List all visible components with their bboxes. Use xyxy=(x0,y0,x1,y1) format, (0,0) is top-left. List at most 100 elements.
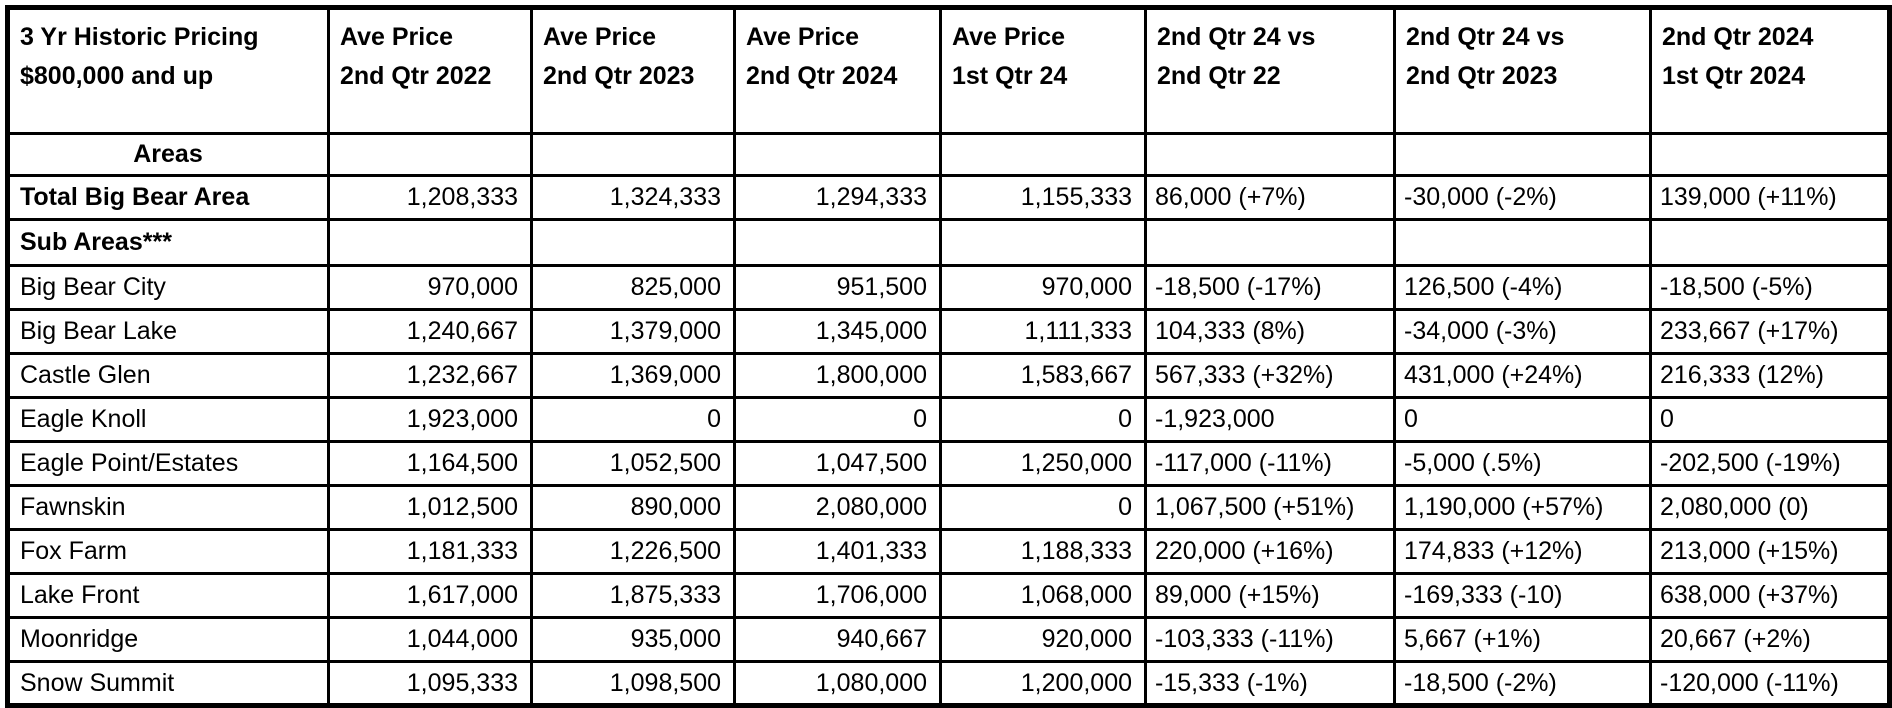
area-label-cell: Lake Front xyxy=(6,572,330,619)
avg-price-cell: 1,617,000 xyxy=(327,572,533,619)
comparison-cell: 431,000 (+24%) xyxy=(1393,352,1652,399)
avg-price-cell xyxy=(733,218,942,267)
table-row: Snow Summit 1,095,333 1,098,500 1,080,000 1,… xyxy=(6,660,1891,707)
header-cell: Ave Price 2nd Qtr 2023 xyxy=(530,6,736,135)
comparison-cell xyxy=(1649,132,1891,177)
table-row: Castle Glen 1,232,667 1,369,000 1,800,000 1,… xyxy=(6,352,1891,399)
avg-price-cell: 1,583,667 xyxy=(939,352,1147,399)
comparison-cell xyxy=(1393,132,1652,177)
avg-price-cell: 1,188,333 xyxy=(939,528,1147,575)
comparison-cell: 1,067,500 (+51%) xyxy=(1144,484,1396,531)
comparison-cell: -18,500 (-2%) xyxy=(1393,660,1652,707)
table-row: Big Bear Lake 1,240,667 1,379,000 1,345,000… xyxy=(6,308,1891,355)
avg-price-cell: 1,098,500 xyxy=(530,660,736,707)
comparison-cell: 104,333 (8%) xyxy=(1144,308,1396,355)
area-label-cell: Fox Farm xyxy=(6,528,330,575)
table-row: Moonridge 1,044,000 935,000 940,667 920,000-… xyxy=(6,616,1891,663)
avg-price-cell: 1,111,333 xyxy=(939,308,1147,355)
comparison-cell: 20,667 (+2%) xyxy=(1649,616,1891,663)
avg-price-cell xyxy=(327,132,533,177)
comparison-cell: 220,000 (+16%) xyxy=(1144,528,1396,575)
avg-price-cell: 935,000 xyxy=(530,616,736,663)
comparison-cell: 213,000 (+15%) xyxy=(1649,528,1891,575)
avg-price-cell xyxy=(530,218,736,267)
area-label-cell: Eagle Knoll xyxy=(6,396,330,443)
avg-price-cell: 920,000 xyxy=(939,616,1147,663)
comparison-cell: -18,500 (-5%) xyxy=(1649,264,1891,311)
area-label-cell: Big Bear City xyxy=(6,264,330,311)
comparison-cell: 139,000 (+11%) xyxy=(1649,174,1891,221)
avg-price-cell: 1,875,333 xyxy=(530,572,736,619)
avg-price-cell: 1,155,333 xyxy=(939,174,1147,221)
comparison-cell: 2,080,000 (0) xyxy=(1649,484,1891,531)
avg-price-cell: 1,923,000 xyxy=(327,396,533,443)
table-row: Fawnskin 1,012,500 890,000 2,080,000 0 1,067,… xyxy=(6,484,1891,531)
comparison-cell: -103,333 (-11%) xyxy=(1144,616,1396,663)
comparison-cell: -120,000 (-11%) xyxy=(1649,660,1891,707)
avg-price-cell: 1,324,333 xyxy=(530,174,736,221)
avg-price-cell: 1,226,500 xyxy=(530,528,736,575)
area-label-cell: Total Big Bear Area xyxy=(6,174,330,221)
area-label-cell: Snow Summit xyxy=(6,660,330,707)
comparison-cell: -18,500 (-17%) xyxy=(1144,264,1396,311)
avg-price-cell: 1,068,000 xyxy=(939,572,1147,619)
header-cell: Ave Price 2nd Qtr 2024 xyxy=(733,6,942,135)
header-cell: 2nd Qtr 24 vs 2nd Qtr 2023 xyxy=(1393,6,1652,135)
table-title-cell: 3 Yr Historic Pricing $800,000 and up xyxy=(6,6,330,135)
comparison-cell: 0 xyxy=(1393,396,1652,443)
comparison-cell: 5,667 (+1%) xyxy=(1393,616,1652,663)
avg-price-cell: 940,667 xyxy=(733,616,942,663)
comparison-cell: -5,000 (.5%) xyxy=(1393,440,1652,487)
table-row: Fox Farm 1,181,333 1,226,500 1,401,333 1,188… xyxy=(6,528,1891,575)
comparison-cell xyxy=(1144,218,1396,267)
avg-price-cell: 1,706,000 xyxy=(733,572,942,619)
area-label-cell: Areas xyxy=(6,132,330,177)
comparison-cell: 638,000 (+37%) xyxy=(1649,572,1891,619)
comparison-cell: 216,333 (12%) xyxy=(1649,352,1891,399)
avg-price-cell: 1,379,000 xyxy=(530,308,736,355)
avg-price-cell: 1,369,000 xyxy=(530,352,736,399)
header-row: 3 Yr Historic Pricing $800,000 and up Ave… xyxy=(6,6,1891,135)
table-row: Big Bear City 970,000 825,000 951,500 970,00… xyxy=(6,264,1891,311)
area-label-cell: Eagle Point/Estates xyxy=(6,440,330,487)
comparison-cell xyxy=(1649,218,1891,267)
comparison-cell: 86,000 (+7%) xyxy=(1144,174,1396,221)
comparison-cell: 233,667 (+17%) xyxy=(1649,308,1891,355)
avg-price-cell: 1,200,000 xyxy=(939,660,1147,707)
avg-price-cell: 890,000 xyxy=(530,484,736,531)
avg-price-cell: 1,294,333 xyxy=(733,174,942,221)
comparison-cell: -30,000 (-2%) xyxy=(1393,174,1652,221)
area-label-cell: Moonridge xyxy=(6,616,330,663)
comparison-cell: 567,333 (+32%) xyxy=(1144,352,1396,399)
avg-price-cell: 0 xyxy=(733,396,942,443)
header-cell: 2nd Qtr 2024 1st Qtr 2024 xyxy=(1649,6,1891,135)
avg-price-cell: 1,012,500 xyxy=(327,484,533,531)
avg-price-cell: 1,232,667 xyxy=(327,352,533,399)
area-label-cell: Castle Glen xyxy=(6,352,330,399)
avg-price-cell: 0 xyxy=(939,484,1147,531)
comparison-cell: -1,923,000 xyxy=(1144,396,1396,443)
avg-price-cell xyxy=(733,132,942,177)
comparison-cell: -169,333 (-10) xyxy=(1393,572,1652,619)
avg-price-cell xyxy=(327,218,533,267)
avg-price-cell: 1,181,333 xyxy=(327,528,533,575)
comparison-cell: 1,190,000 (+57%) xyxy=(1393,484,1652,531)
comparison-cell: -117,000 (-11%) xyxy=(1144,440,1396,487)
area-label-cell: Sub Areas*** xyxy=(6,218,330,267)
comparison-cell: 89,000 (+15%) xyxy=(1144,572,1396,619)
table-row: Sub Areas*** xyxy=(6,218,1891,267)
area-label-cell: Fawnskin xyxy=(6,484,330,531)
avg-price-cell: 951,500 xyxy=(733,264,942,311)
avg-price-cell: 825,000 xyxy=(530,264,736,311)
comparison-cell xyxy=(1144,132,1396,177)
avg-price-cell: 1,345,000 xyxy=(733,308,942,355)
table-row: Total Big Bear Area 1,208,333 1,324,333 1,2… xyxy=(6,174,1891,221)
avg-price-cell: 1,250,000 xyxy=(939,440,1147,487)
avg-price-cell: 0 xyxy=(939,396,1147,443)
comparison-cell: 126,500 (-4%) xyxy=(1393,264,1652,311)
header-cell: Ave Price 2nd Qtr 2022 xyxy=(327,6,533,135)
table-row: Eagle Knoll 1,923,000 0 0 0 -1,923,000 0 0 xyxy=(6,396,1891,443)
table-row: Lake Front 1,617,000 1,875,333 1,706,000 1,0… xyxy=(6,572,1891,619)
avg-price-cell: 1,095,333 xyxy=(327,660,533,707)
